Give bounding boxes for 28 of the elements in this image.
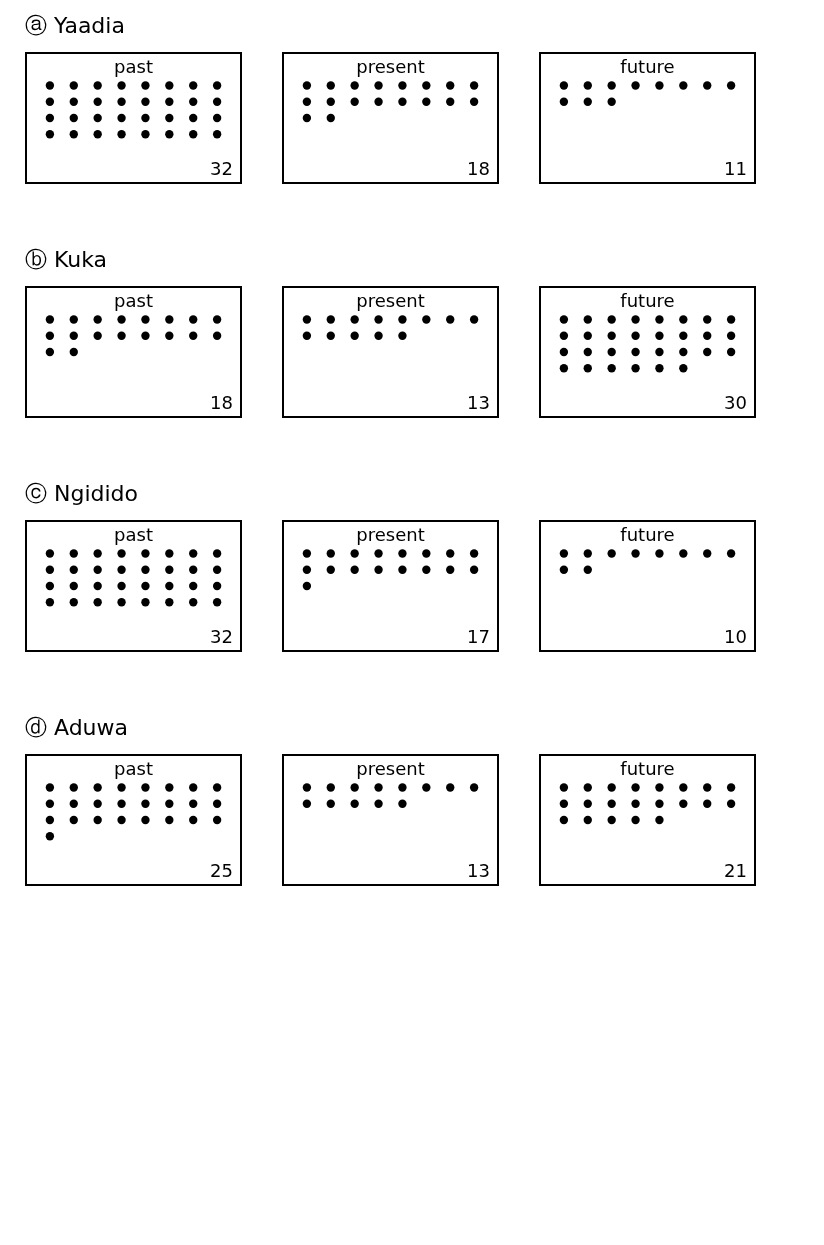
data-label: 30 — [724, 392, 747, 413]
category-label: past — [114, 524, 153, 545]
data-label: 21 — [724, 860, 747, 881]
data-label: 17 — [467, 626, 490, 647]
text: ⓓ Aduwa — [25, 715, 129, 740]
data-label: 18 — [210, 392, 233, 413]
data-label: 18 — [467, 158, 490, 179]
category-label: future — [620, 524, 675, 545]
data-label: 10 — [724, 626, 747, 647]
category-label: present — [356, 758, 425, 779]
category-label: past — [114, 56, 153, 77]
category-label: future — [620, 758, 675, 779]
category-label: past — [114, 290, 153, 311]
category-label: past — [114, 758, 153, 779]
category-label: present — [356, 290, 425, 311]
data-label: 25 — [210, 860, 233, 881]
data-label: 13 — [467, 860, 490, 881]
category-label: present — [356, 524, 425, 545]
category-label: future — [620, 290, 675, 311]
data-label: 32 — [210, 626, 233, 647]
text: ⓒ Ngidido — [25, 481, 139, 506]
data-label: 13 — [467, 392, 490, 413]
category-label: future — [620, 56, 675, 77]
data-label: 32 — [210, 158, 233, 179]
category-label: present — [356, 56, 425, 77]
data-label: 11 — [724, 158, 747, 179]
text: ⓑ Kuka — [25, 247, 108, 272]
text: ⓐ Yaadia — [25, 13, 125, 38]
